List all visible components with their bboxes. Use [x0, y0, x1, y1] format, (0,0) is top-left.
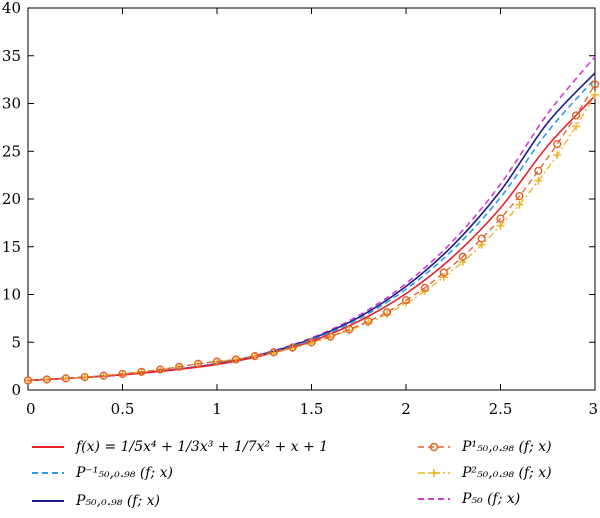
data-point-circle [307, 338, 316, 347]
series-line [27, 78, 596, 382]
data-point-plus [496, 221, 505, 230]
legend-swatch-f [32, 446, 64, 448]
legend: f(x) = 1/5x⁴ + 1/3x³ + 1/7x² + x + 1 P⁻¹… [0, 422, 600, 518]
data-point-plus [534, 176, 543, 185]
data-point-circle [288, 343, 297, 352]
y-tick-label: 5 [11, 333, 21, 351]
legend-item-f: f(x) = 1/5x⁴ + 1/3x³ + 1/7x² + x + 1 [30, 436, 328, 458]
data-point-circle [420, 283, 430, 292]
data-point-circle [571, 111, 581, 120]
data-point-circle [156, 365, 165, 374]
data-point-circle [553, 139, 562, 149]
series-layer [23, 56, 600, 385]
data-point-plus [515, 200, 524, 209]
legend-label-p1: P¹₅₀,₀.₉₈ (f; x) [462, 439, 552, 455]
plot-frame [27, 7, 596, 391]
y-tick-label: 30 [2, 95, 21, 113]
legend-item-p: P₅₀,₀.₉₈ (f; x) [30, 490, 160, 512]
y-tick-label: 10 [2, 286, 21, 304]
series-line [27, 84, 596, 382]
legend-swatch-p2 [418, 469, 450, 477]
data-point-circle [326, 332, 335, 341]
x-tick-label: 0.5 [111, 400, 135, 418]
legend-swatch-p1 [418, 442, 450, 452]
data-point-plus [458, 258, 467, 267]
legend-item-p-minus1: P⁻¹₅₀,₀.₉₈ (f; x) [30, 462, 173, 484]
legend-item-p2: P²₅₀,₀.₉₈ (f; x) [416, 462, 552, 484]
x-tick-label: 3 [588, 400, 598, 418]
legend-swatch-p50 [418, 498, 450, 500]
legend-label-p2: P²₅₀,₀.₉₈ (f; x) [462, 465, 552, 481]
series-line [27, 95, 596, 382]
data-point-circle [345, 325, 354, 334]
legend-item-p1: P¹₅₀,₀.₉₈ (f; x) [416, 436, 552, 458]
legend-label-p50: P₅₀ (f; x) [462, 491, 521, 507]
data-point-circle [118, 369, 127, 379]
y-tick-label: 15 [2, 238, 21, 256]
data-point-circle [175, 362, 184, 371]
data-point-circle [42, 375, 52, 384]
data-point-circle [212, 357, 222, 366]
data-point-circle [534, 166, 543, 175]
data-point-plus [572, 122, 581, 131]
data-point-circle [23, 376, 33, 385]
series-line [27, 72, 596, 382]
series-line [27, 56, 596, 382]
y-tick-label: 25 [2, 142, 21, 160]
data-point-circle [250, 351, 259, 361]
data-point-circle [99, 371, 108, 380]
data-point-circle [515, 192, 524, 201]
data-point-circle [269, 348, 278, 357]
data-point-circle [401, 296, 411, 305]
x-tick-label: 1.5 [300, 400, 324, 418]
x-tick-label: 2.5 [489, 400, 513, 418]
y-tick-label: 40 [2, 0, 21, 17]
x-tick-label: 0 [26, 400, 36, 418]
legend-item-p50: P₅₀ (f; x) [416, 488, 520, 510]
series-line [27, 94, 596, 382]
data-point-circle [439, 268, 448, 277]
x-tick-label: 1 [212, 400, 222, 418]
legend-label-p-minus1: P⁻¹₅₀,₀.₉₈ (f; x) [76, 465, 174, 481]
data-point-circle [458, 252, 467, 261]
legend-swatch-p [32, 500, 64, 502]
data-point-circle [231, 355, 241, 364]
data-point-plus [591, 90, 599, 99]
data-point-plus [553, 151, 562, 160]
legend-label-f: f(x) = 1/5x⁴ + 1/3x³ + 1/7x² + x + 1 [76, 439, 329, 455]
data-point-circle [383, 308, 392, 317]
legend-swatch-p-minus1 [32, 472, 64, 474]
data-point-circle [194, 359, 203, 368]
x-tick-label: 2 [401, 400, 411, 418]
data-point-circle [590, 80, 600, 89]
legend-label-p: P₅₀,₀.₉₈ (f; x) [76, 493, 160, 509]
y-tick-label: 0 [11, 381, 21, 399]
data-point-plus [439, 273, 448, 282]
data-point-circle [496, 214, 505, 223]
data-point-circle [477, 234, 486, 243]
data-point-circle [80, 373, 89, 382]
data-point-circle [61, 374, 70, 383]
y-tick-label: 35 [2, 47, 21, 65]
data-point-circle [137, 367, 146, 376]
y-tick-label: 20 [2, 190, 21, 208]
data-point-circle [364, 317, 373, 326]
